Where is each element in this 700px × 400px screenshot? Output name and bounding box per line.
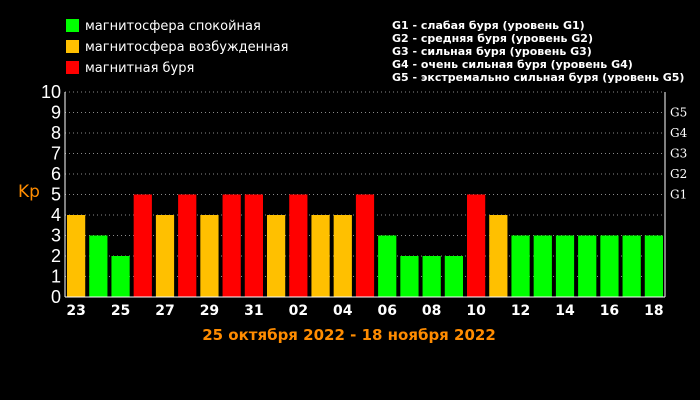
kp-bar bbox=[622, 235, 641, 297]
g-tick-label: G2 bbox=[670, 167, 687, 181]
kp-bar bbox=[444, 256, 463, 297]
kp-bar bbox=[267, 215, 286, 297]
x-tick-label: 29 bbox=[200, 303, 219, 319]
y-tick-label: 8 bbox=[51, 123, 61, 143]
kp-bar bbox=[244, 194, 263, 297]
x-tick-label: 25 bbox=[111, 303, 130, 319]
kp-bar bbox=[222, 194, 241, 297]
kp-bar bbox=[378, 235, 397, 297]
x-tick-label: 31 bbox=[244, 303, 263, 319]
g-tick-label: G3 bbox=[670, 147, 687, 161]
g-level-5-text: G5 - экстремально сильная буря (уровень … bbox=[392, 71, 684, 84]
legend: магнитосфера спокойная магнитосфера возб… bbox=[66, 19, 288, 76]
x-tick-label: 08 bbox=[422, 303, 441, 319]
date-range-subtitle: 25 октября 2022 - 18 ноября 2022 bbox=[202, 326, 496, 344]
kp-bar bbox=[644, 235, 663, 297]
bars bbox=[67, 194, 663, 297]
kp-bar bbox=[89, 235, 108, 297]
y-axis-label: Kp bbox=[18, 182, 40, 202]
x-tick-label: 02 bbox=[289, 303, 308, 319]
kp-bar bbox=[289, 194, 308, 297]
kp-bar bbox=[200, 215, 219, 297]
y-tick-label: 9 bbox=[51, 103, 61, 123]
kp-bar bbox=[311, 215, 330, 297]
x-tick-label: 12 bbox=[511, 303, 530, 319]
kp-bar bbox=[111, 256, 130, 297]
kp-bar bbox=[578, 235, 597, 297]
legend-label-quiet: магнитосфера спокойная bbox=[85, 19, 261, 34]
g-tick-labels: G1 G2 G3 G4 G5 bbox=[670, 106, 688, 202]
axes bbox=[64, 92, 666, 298]
y-tick-label: 1 bbox=[51, 267, 61, 287]
kp-bar bbox=[489, 215, 508, 297]
kp-bar bbox=[155, 215, 175, 297]
kp-bar bbox=[355, 194, 375, 297]
g-level-1-text: G1 - слабая буря (уровень G1) bbox=[392, 19, 585, 32]
y-tick-label: 6 bbox=[51, 164, 61, 184]
x-tick-label: 10 bbox=[466, 303, 486, 319]
kp-bar bbox=[400, 256, 419, 297]
kp-bar bbox=[467, 194, 486, 297]
x-tick-label: 14 bbox=[555, 303, 575, 319]
g-levels-legend: G1 - слабая буря (уровень G1) G2 - средн… bbox=[392, 19, 684, 84]
x-tick-label: 16 bbox=[600, 303, 619, 319]
legend-swatch-storm bbox=[66, 61, 79, 74]
legend-swatch-quiet bbox=[66, 19, 79, 32]
x-tick-label: 23 bbox=[66, 303, 85, 319]
kp-bar bbox=[67, 215, 86, 297]
kp-bar bbox=[133, 194, 152, 297]
y-tick-label: 5 bbox=[51, 185, 61, 205]
legend-swatch-active bbox=[66, 40, 79, 53]
y-tick-label: 10 bbox=[41, 82, 61, 102]
y-tick-label: 2 bbox=[51, 246, 61, 266]
kp-bar bbox=[511, 235, 530, 297]
kp-bar bbox=[178, 194, 197, 297]
x-tick-label: 27 bbox=[155, 303, 174, 319]
x-tick-labels: 23 25 27 29 31 02 04 06 08 10 12 14 16 18 bbox=[66, 303, 663, 319]
x-tick-label: 18 bbox=[644, 303, 663, 319]
kp-bar bbox=[333, 215, 352, 297]
g-tick-label: G1 bbox=[670, 188, 687, 202]
g-tick-label: G4 bbox=[670, 126, 688, 140]
y-tick-label: 3 bbox=[51, 226, 61, 246]
legend-label-storm: магнитная буря bbox=[85, 61, 194, 76]
x-tick-label: 04 bbox=[333, 303, 353, 319]
g-level-4-text: G4 - очень сильная буря (уровень G4) bbox=[392, 58, 633, 71]
g-tick-label: G5 bbox=[670, 106, 687, 120]
y-tick-label: 0 bbox=[51, 287, 61, 307]
kp-bar bbox=[600, 235, 619, 297]
x-tick-label: 06 bbox=[377, 303, 396, 319]
kp-bar bbox=[533, 235, 552, 297]
y-tick-label: 4 bbox=[51, 205, 61, 225]
kp-bar bbox=[555, 235, 575, 297]
y-tick-label: 7 bbox=[51, 144, 61, 164]
g-level-2-text: G2 - средняя буря (уровень G2) bbox=[392, 32, 593, 45]
kp-bar bbox=[422, 256, 441, 297]
legend-label-active: магнитосфера возбужденная bbox=[85, 40, 288, 55]
g-level-3-text: G3 - сильная буря (уровень G3) bbox=[392, 45, 592, 58]
